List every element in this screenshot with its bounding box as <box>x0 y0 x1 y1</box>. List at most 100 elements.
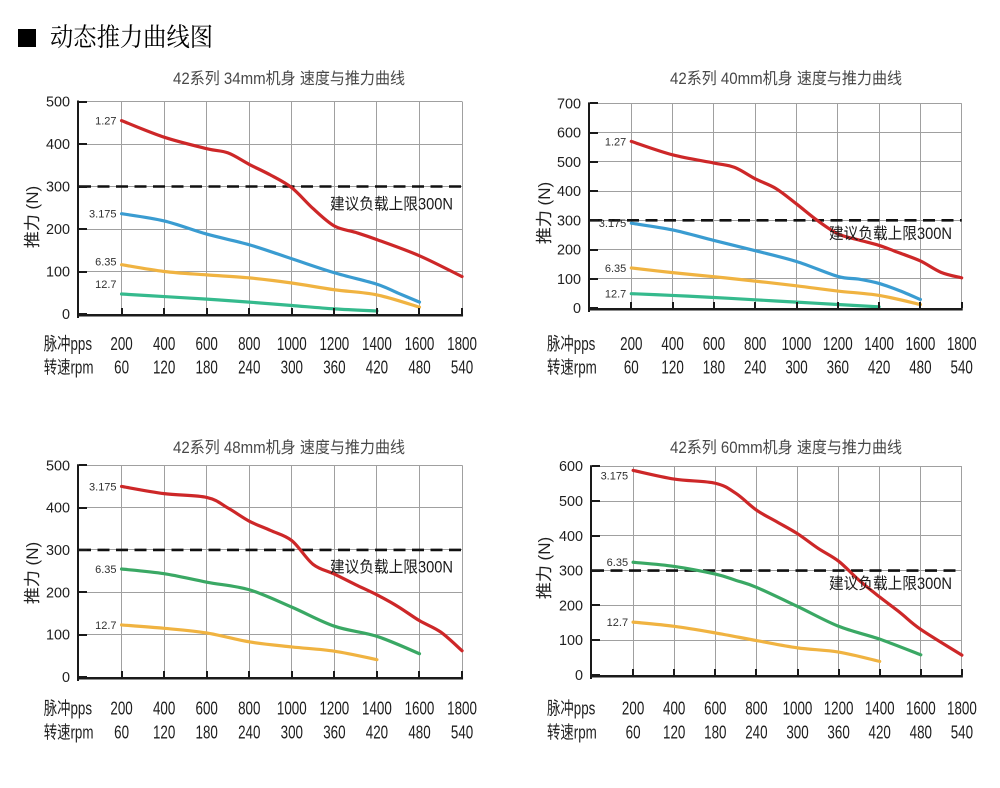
y-tick-label: 400 <box>46 501 70 517</box>
x-pulse-value: 200 <box>110 335 132 354</box>
y-tick-label: 300 <box>46 180 70 196</box>
y-tick-label: 600 <box>557 126 581 142</box>
x-speed-value: 180 <box>704 724 726 743</box>
series-label-6.35: 6.35 <box>95 257 116 269</box>
series-line-1.27 <box>629 139 964 280</box>
series-label-6.35: 6.35 <box>95 564 116 576</box>
y-tick-label: 100 <box>46 265 70 281</box>
x-pulse-value: 400 <box>663 700 685 719</box>
y-tick-label: 500 <box>559 494 583 510</box>
x-pulse-value: 600 <box>196 335 218 354</box>
series-line-3.175 <box>631 468 964 657</box>
x-pulse-value: 1600 <box>405 335 435 354</box>
x-pulse-value: 1600 <box>405 700 435 719</box>
limit-line-label: 建议负载上限300N <box>330 196 453 214</box>
axes <box>590 465 963 679</box>
x-pulse-value: 200 <box>110 700 132 719</box>
series-label-12.7: 12.7 <box>605 289 626 301</box>
x-speed-value: 540 <box>951 724 973 743</box>
x-pulse-value: 400 <box>153 700 175 719</box>
x-pulse-value: 1000 <box>277 700 307 719</box>
x-speed-value: 420 <box>366 359 388 378</box>
x-pulse-value: 800 <box>238 700 260 719</box>
x-speed-value: 480 <box>408 359 430 378</box>
series-label-3.175: 3.175 <box>89 481 117 493</box>
y-tick-label: 200 <box>559 598 583 614</box>
y-tick-label: 200 <box>557 243 581 259</box>
series-line-3.175 <box>629 221 922 302</box>
x-row-pulse-label: 脉冲pps <box>547 334 595 355</box>
y-tick-label: 400 <box>46 137 70 153</box>
series-line-6.35 <box>119 263 422 309</box>
x-speed-value: 60 <box>114 724 129 743</box>
x-pulse-value: 1400 <box>362 700 392 719</box>
x-speed-value: 480 <box>910 724 932 743</box>
chart-40mm机身: 0 100 200 300 400 500 600 700 42系列 40mm机身 速度与推力曲… <box>535 70 977 378</box>
y-tick-label: 400 <box>557 184 581 200</box>
series-label-6.35: 6.35 <box>607 557 628 569</box>
series-label-6.35: 6.35 <box>605 263 626 275</box>
x-speed-value: 360 <box>827 724 849 743</box>
x-speed-value: 360 <box>323 724 345 743</box>
x-speed-value: 300 <box>281 359 303 378</box>
y-tick-label: 100 <box>559 633 583 649</box>
series-label-3.175: 3.175 <box>601 470 629 482</box>
gridlines <box>590 103 962 308</box>
x-row-pulse-label: 脉冲pps <box>44 334 92 355</box>
chart-title: 42系列 48mm机身 速度与推力曲线 <box>173 439 405 457</box>
axes <box>77 464 464 681</box>
x-speed-value: 240 <box>238 724 260 743</box>
x-row-speed-label: 转速rpm <box>547 723 597 744</box>
limit-line-label: 建议负载上限300N <box>829 575 952 593</box>
x-pulse-value: 1600 <box>906 335 936 354</box>
x-pulse-value: 1200 <box>319 700 349 719</box>
x-pulse-value: 1400 <box>864 335 894 354</box>
x-speed-value: 300 <box>281 724 303 743</box>
y-tick-label: 100 <box>46 628 70 644</box>
x-speed-value: 180 <box>196 359 218 378</box>
x-speed-value: 540 <box>451 359 473 378</box>
limit-line-label: 建议负载上限300N <box>829 225 952 243</box>
y-tick-label: 300 <box>559 564 583 580</box>
x-pulse-value: 1400 <box>865 700 895 719</box>
x-pulse-value: 400 <box>661 335 683 354</box>
y-axis-title: 推力 (N) <box>23 542 42 604</box>
chart-title: 42系列 40mm机身 速度与推力曲线 <box>670 70 902 88</box>
x-speed-value: 120 <box>663 724 685 743</box>
chart-title: 42系列 60mm机身 速度与推力曲线 <box>670 439 902 457</box>
x-pulse-value: 1600 <box>906 700 936 719</box>
x-speed-value: 60 <box>626 724 641 743</box>
x-row-speed-label: 转速rpm <box>547 358 597 379</box>
x-speed-value: 60 <box>114 359 129 378</box>
x-pulse-value: 1800 <box>447 335 477 354</box>
series-label-3.175: 3.175 <box>89 209 117 221</box>
series-label-1.27: 1.27 <box>95 116 116 128</box>
series-label-12.7: 12.7 <box>95 620 116 632</box>
x-row-pulse-label: 脉冲pps <box>547 699 595 720</box>
x-speed-value: 540 <box>951 359 973 378</box>
x-pulse-value: 600 <box>703 335 725 354</box>
x-pulse-value: 1000 <box>277 335 307 354</box>
x-pulse-value: 1400 <box>362 335 392 354</box>
x-pulse-value: 200 <box>620 335 642 354</box>
x-pulse-value: 800 <box>745 700 767 719</box>
x-speed-value: 180 <box>703 359 725 378</box>
series-line-3.175 <box>119 484 464 653</box>
x-row-speed-label: 转速rpm <box>44 723 94 744</box>
x-speed-value: 240 <box>238 359 260 378</box>
x-speed-value: 120 <box>661 359 683 378</box>
x-speed-value: 480 <box>408 724 430 743</box>
series-label-12.7: 12.7 <box>607 617 628 629</box>
axes <box>588 102 963 312</box>
x-row-pulse-label: 脉冲pps <box>44 699 92 720</box>
series-label-12.7: 12.7 <box>95 279 116 291</box>
x-pulse-value: 600 <box>704 700 726 719</box>
x-speed-value: 180 <box>196 724 218 743</box>
y-tick-label: 0 <box>575 668 583 684</box>
x-pulse-value: 600 <box>196 700 218 719</box>
series-line-6.35 <box>631 560 923 657</box>
x-pulse-value: 1800 <box>447 700 477 719</box>
x-speed-value: 300 <box>785 359 807 378</box>
series-label-1.27: 1.27 <box>605 136 626 148</box>
